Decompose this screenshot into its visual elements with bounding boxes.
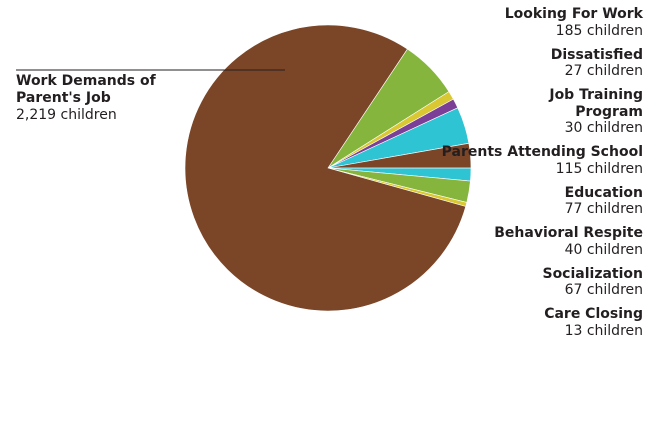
legend-label: Socialization (542, 265, 643, 282)
callout-value: 2,219 children (16, 107, 117, 123)
legend-value: 115 children (555, 160, 643, 177)
legend-item-behavioral-respite: Behavioral Respite 40 children (423, 225, 643, 258)
legend-value: 13 children (564, 322, 643, 339)
legend-label: Looking For Work (504, 6, 643, 22)
legend-label: Job Training Program (549, 87, 643, 120)
legend-item-looking-for-work: Looking For Work 185 children (423, 6, 643, 39)
legend-label: Dissatisfied (550, 46, 643, 63)
legend-value: 27 children (564, 63, 643, 79)
callout-name: Work Demands of Parent's Job (16, 73, 156, 106)
legend-value: 67 children (564, 282, 643, 298)
legend-label: Education (564, 184, 643, 201)
legend-item-dissatisfied: Dissatisfied 27 children (423, 47, 643, 80)
legend-item-socialization: Socialization 67 children (423, 266, 643, 299)
pie-slices (184, 24, 472, 312)
legend-item-care-closing: Care Closing 13 children (423, 306, 643, 339)
legend-label: Care Closing (544, 306, 643, 322)
callout-label: Work Demands of Parent's Job 2,219 child… (16, 73, 161, 124)
legend-value: 77 children (564, 201, 643, 217)
legend-value: 30 children (564, 120, 643, 136)
legend-value: 185 children (555, 22, 643, 39)
legend-value: 40 children (564, 241, 643, 258)
pie-slice-work-demands-of-parent-s-job (184, 24, 467, 312)
legend-label: Parents Attending School (441, 144, 643, 160)
legend: Looking For Work 185 children Dissatisfi… (423, 6, 643, 347)
legend-item-job-training-program: Job Training Program 30 children (423, 87, 643, 137)
legend-item-education: Education 77 children (423, 185, 643, 218)
legend-label: Behavioral Respite (494, 225, 643, 241)
legend-item-parents-attending-school: Parents Attending School 115 children (423, 144, 643, 177)
